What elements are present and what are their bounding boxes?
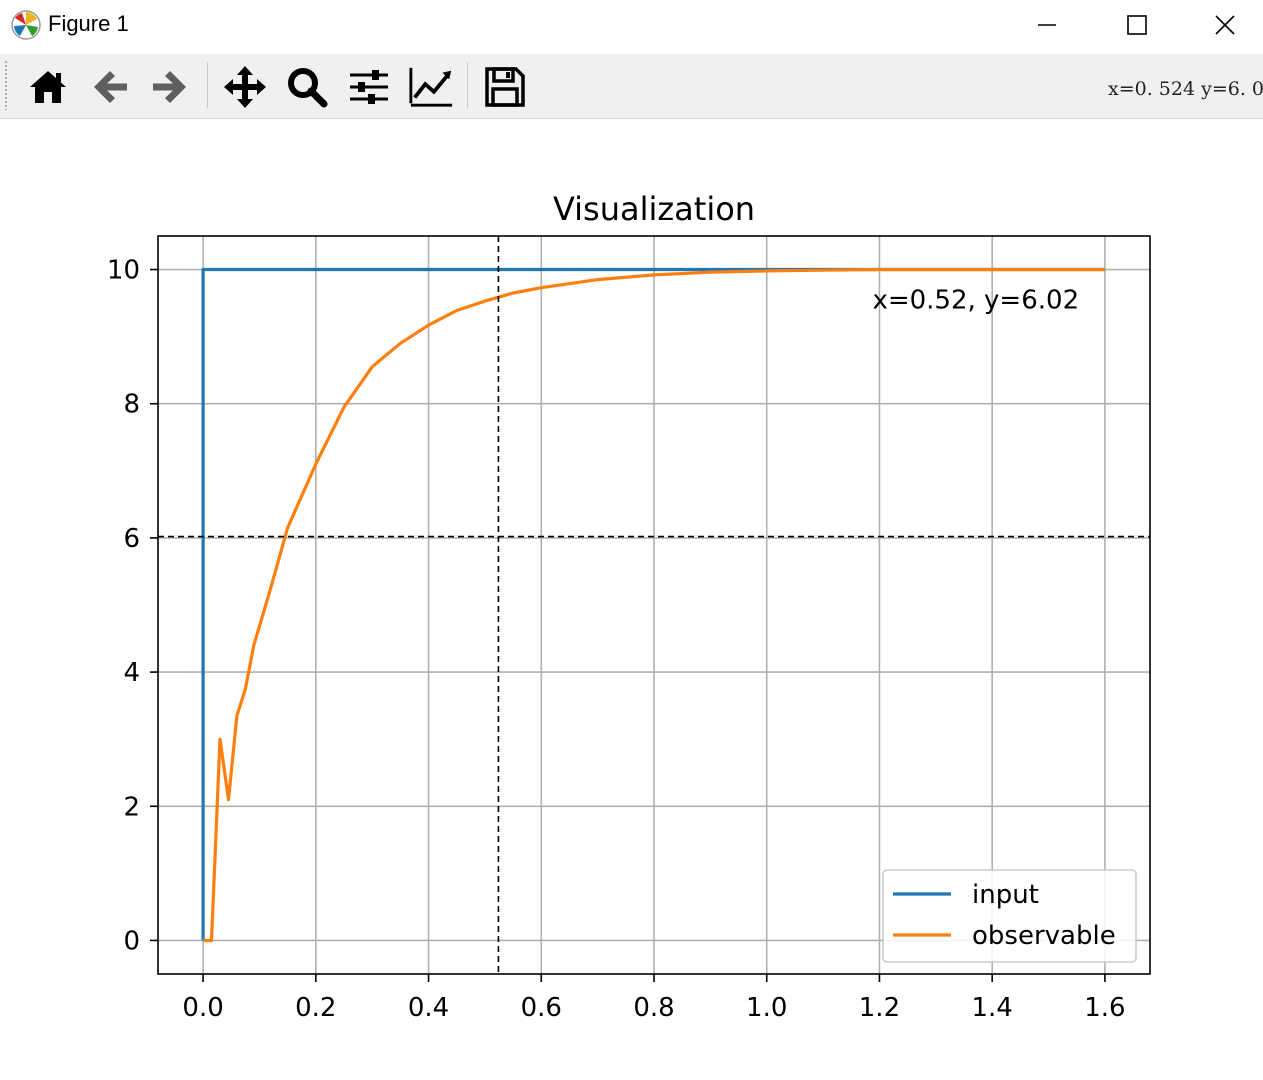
crosshair-annotation: x=0.52, y=6.02	[872, 286, 1079, 316]
title-bar: Figure 1	[0, 0, 1263, 50]
x-tick-label-8: 1.6	[1084, 993, 1125, 1023]
close-button[interactable]	[1186, 0, 1263, 50]
save-button[interactable]	[482, 64, 528, 110]
maximize-button[interactable]	[1092, 0, 1182, 50]
home-button[interactable]	[25, 64, 71, 110]
x-tick-label-2: 0.4	[408, 993, 449, 1023]
minimize-button[interactable]	[1002, 0, 1092, 50]
back-icon	[94, 71, 127, 103]
customize-button[interactable]	[408, 64, 454, 110]
y-tick-label-2: 4	[123, 658, 140, 688]
x-tick-label-5: 1.0	[746, 993, 787, 1023]
crosshair	[158, 236, 1150, 974]
save-icon	[485, 67, 525, 107]
x-tick-label-6: 1.2	[859, 993, 900, 1023]
matplotlib-logo-icon	[11, 10, 41, 40]
legend: input observable	[882, 869, 1137, 963]
figure-canvas[interactable]: 0.0 0.2 0.4 0.6 0.8 1.0 1.2 1.4 1.6 0 2 4 6 8 10 Visua…	[0, 120, 1263, 1080]
back-button[interactable]	[87, 64, 133, 110]
x-tick-label-0: 0.0	[182, 993, 223, 1023]
y-tick-label-1: 2	[123, 792, 140, 822]
x-tick-label-1: 0.2	[295, 993, 336, 1023]
minimize-icon	[1038, 24, 1056, 26]
window-title: Figure 1	[48, 11, 129, 36]
y-tick-label-4: 8	[123, 390, 140, 420]
series-line-observable	[203, 267, 1105, 943]
x-tick-label-4: 0.8	[633, 993, 674, 1023]
navigation-toolbar: x=0. 524 y=6. 0	[0, 54, 1263, 119]
forward-icon	[153, 71, 186, 103]
zoom-button[interactable]	[284, 64, 330, 110]
y-tick-label-5: 10	[107, 256, 140, 286]
pan-button[interactable]	[222, 64, 268, 110]
toolbar-grip[interactable]	[4, 60, 8, 110]
chart-title: Visualization	[553, 190, 755, 228]
forward-button[interactable]	[147, 64, 193, 110]
zoom-icon	[288, 68, 328, 108]
axis-ticks: 0.0 0.2 0.4 0.6 0.8 1.0 1.2 1.4 1.6 0 2 4 6 8 10	[107, 256, 1126, 1023]
y-tick-label-0: 0	[123, 926, 140, 956]
legend-label-observable: observable	[972, 921, 1116, 951]
home-icon	[30, 71, 66, 103]
customize-icon	[409, 67, 453, 107]
y-tick-label-3: 6	[123, 524, 140, 554]
plot-lines	[201, 267, 1105, 943]
x-tick-label-3: 0.6	[521, 993, 562, 1023]
legend-label-input: input	[972, 880, 1039, 910]
x-tick-label-7: 1.4	[972, 993, 1013, 1023]
pan-icon	[224, 66, 266, 108]
subplots-icon	[350, 70, 388, 104]
maximize-icon	[1127, 15, 1147, 35]
toolbar-separator	[467, 62, 468, 108]
toolbar-separator	[207, 62, 208, 108]
subplots-button[interactable]	[346, 64, 392, 110]
close-icon	[1214, 15, 1235, 35]
cursor-coordinates: x=0. 524 y=6. 0	[1108, 78, 1263, 100]
